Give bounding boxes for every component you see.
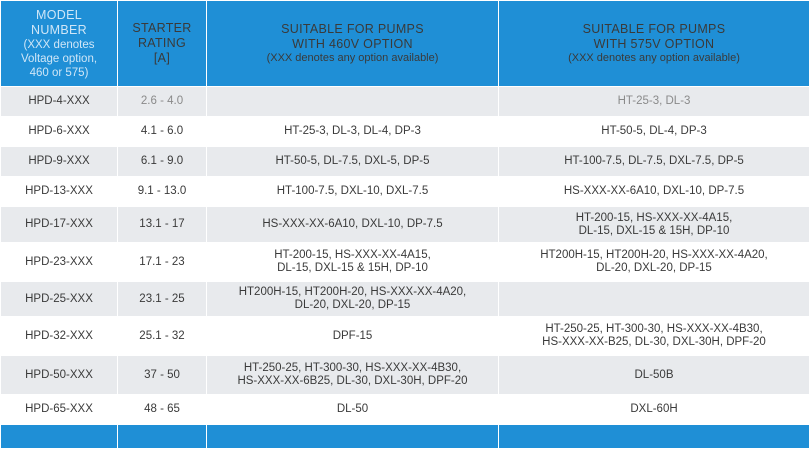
pumps-460v-cell: DPF-15 xyxy=(207,317,499,356)
pumps-575v-cell: HT200H-15, HT200H-20, HS-XXX-XX-4A20,DL-… xyxy=(499,243,809,282)
pumps-460v-cell: HT-100-7.5, DXL-10, DXL-7.5 xyxy=(207,177,499,207)
table-row: HPD-32-XXX 25.1 - 32 DPF-15 HT-250-25, H… xyxy=(1,317,809,356)
table-row: HPD-17-XXX 13.1 - 17 HS-XXX-XX-6A10, DXL… xyxy=(1,207,809,243)
header-575v-pumps: SUITABLE FOR PUMPS WITH 575V OPTION (XXX… xyxy=(499,1,809,87)
table-row: HPD-65-XXX 48 - 65 DL-50 DXL-60H xyxy=(1,395,809,425)
pumps-575v-cell: DL-50B xyxy=(499,356,809,395)
pumps-575v-cell: HS-XXX-XX-6A10, DXL-10, DP-7.5 xyxy=(499,177,809,207)
model-cell: HPD-6-XXX xyxy=(1,117,118,147)
model-cell: HPD-13-XXX xyxy=(1,177,118,207)
model-cell: HPD-23-XXX xyxy=(1,243,118,282)
pumps-460v-cell: HS-XXX-XX-6A10, DXL-10, DP-7.5 xyxy=(207,207,499,243)
pumps-575v-cell: HT-100-7.5, DL-7.5, DXL-7.5, DP-5 xyxy=(499,147,809,177)
rating-cell: 6.1 - 9.0 xyxy=(118,147,207,177)
footer-cell xyxy=(207,425,499,449)
model-cell: HPD-65-XXX xyxy=(1,395,118,425)
pumps-460v-cell: HT200H-15, HT200H-20, HS-XXX-XX-4A20,DL-… xyxy=(207,282,499,317)
pumps-575v-cell: DXL-60H xyxy=(499,395,809,425)
rating-cell: 25.1 - 32 xyxy=(118,317,207,356)
footer-cell xyxy=(118,425,207,449)
pumps-575v-cell xyxy=(499,282,809,317)
header-model-number: MODEL NUMBER (XXX denotes Voltage option… xyxy=(1,1,118,87)
footer-cell xyxy=(499,425,809,449)
header-starter-rating: STARTER RATING [A] xyxy=(118,1,207,87)
model-cell: HPD-17-XXX xyxy=(1,207,118,243)
pumps-460v-cell: HT-50-5, DL-7.5, DXL-5, DP-5 xyxy=(207,147,499,177)
rating-cell: 23.1 - 25 xyxy=(118,282,207,317)
pumps-460v-cell xyxy=(207,87,499,117)
pumps-575v-cell: HT-250-25, HT-300-30, HS-XXX-XX-4B30,HS-… xyxy=(499,317,809,356)
pumps-575v-cell: HT-200-15, HS-XXX-XX-4A15,DL-15, DXL-15 … xyxy=(499,207,809,243)
rating-cell: 13.1 - 17 xyxy=(118,207,207,243)
pumps-460v-cell: HT-25-3, DL-3, DL-4, DP-3 xyxy=(207,117,499,147)
table-header-row: MODEL NUMBER (XXX denotes Voltage option… xyxy=(1,1,809,87)
rating-cell: 37 - 50 xyxy=(118,356,207,395)
table-row: HPD-50-XXX 37 - 50 HT-250-25, HT-300-30,… xyxy=(1,356,809,395)
pumps-460v-cell: DL-50 xyxy=(207,395,499,425)
model-cell: HPD-32-XXX xyxy=(1,317,118,356)
table-row: HPD-13-XXX 9.1 - 13.0 HT-100-7.5, DXL-10… xyxy=(1,177,809,207)
rating-cell: 4.1 - 6.0 xyxy=(118,117,207,147)
footer-cell xyxy=(1,425,118,449)
table-row: HPD-9-XXX 6.1 - 9.0 HT-50-5, DL-7.5, DXL… xyxy=(1,147,809,177)
rating-cell: 48 - 65 xyxy=(118,395,207,425)
table-row: HPD-23-XXX 17.1 - 23 HT-200-15, HS-XXX-X… xyxy=(1,243,809,282)
pumps-575v-cell: HT-25-3, DL-3 xyxy=(499,87,809,117)
rating-cell: 2.6 - 4.0 xyxy=(118,87,207,117)
pumps-460v-cell: HT-200-15, HS-XXX-XX-4A15,DL-15, DXL-15 … xyxy=(207,243,499,282)
table-row: HPD-6-XXX 4.1 - 6.0 HT-25-3, DL-3, DL-4,… xyxy=(1,117,809,147)
rating-cell: 9.1 - 13.0 xyxy=(118,177,207,207)
pumps-460v-cell: HT-250-25, HT-300-30, HS-XXX-XX-4B30,HS-… xyxy=(207,356,499,395)
rating-cell: 17.1 - 23 xyxy=(118,243,207,282)
table-row: HPD-25-XXX 23.1 - 25 HT200H-15, HT200H-2… xyxy=(1,282,809,317)
model-cell: HPD-50-XXX xyxy=(1,356,118,395)
model-cell: HPD-9-XXX xyxy=(1,147,118,177)
model-cell: HPD-25-XXX xyxy=(1,282,118,317)
table-row: HPD-4-XXX 2.6 - 4.0 HT-25-3, DL-3 xyxy=(1,87,809,117)
table-footer-bar xyxy=(1,425,809,449)
header-460v-pumps: SUITABLE FOR PUMPS WITH 460V OPTION (XXX… xyxy=(207,1,499,87)
pumps-575v-cell: HT-50-5, DL-4, DP-3 xyxy=(499,117,809,147)
model-cell: HPD-4-XXX xyxy=(1,87,118,117)
